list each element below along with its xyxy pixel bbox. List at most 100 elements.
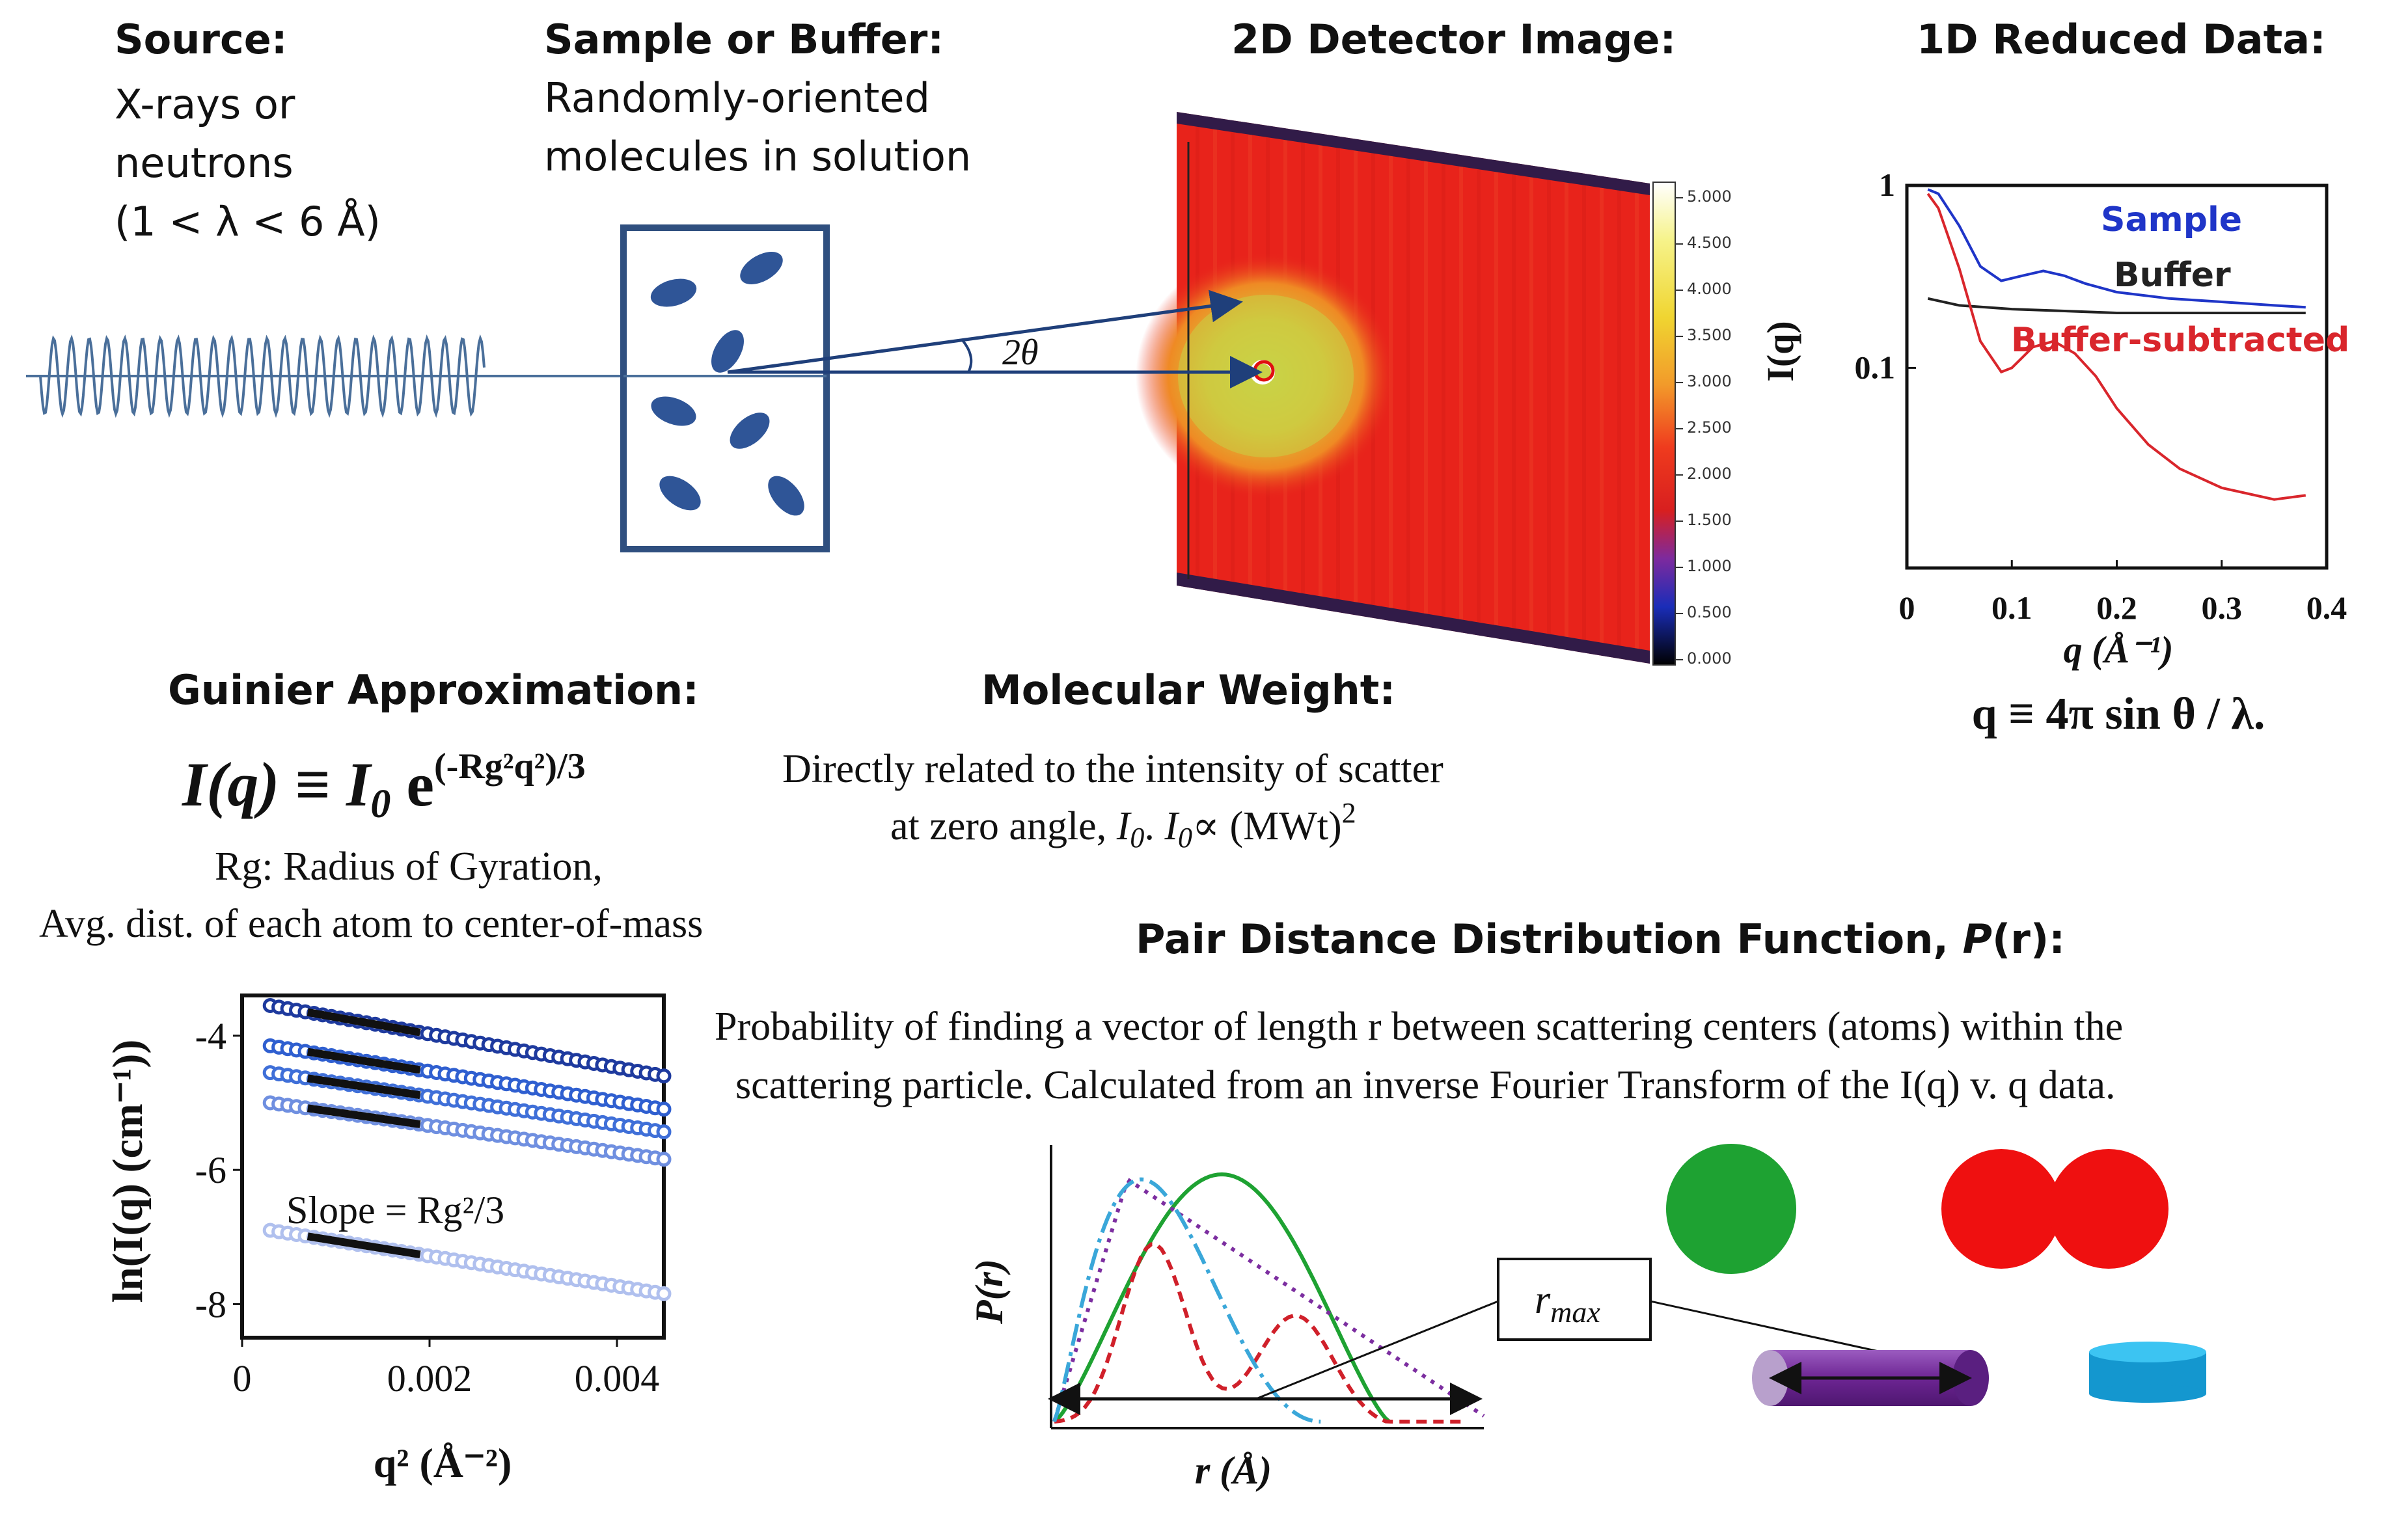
scattered-beam-arrow (727, 290, 1243, 374)
guinier-point (656, 1152, 672, 1167)
rmax-pointer-right (1650, 1300, 1888, 1355)
guinier-def1: Rg: Radius of Gyration, (215, 845, 603, 889)
pddf-line1: Probability of finding a vector of lengt… (715, 1005, 2123, 1049)
molecule (711, 330, 744, 373)
source-line2: neutrons (115, 139, 294, 187)
source-panel: Source: X-rays or neutrons (1 < λ < 6 Å) (26, 16, 726, 418)
molecules (650, 252, 804, 516)
reduced-heading: 1D Reduced Data: (1917, 16, 2326, 63)
sample-panel: Sample or Buffer: Randomly-oriented mole… (544, 16, 971, 552)
pddf-heading: Pair Distance Distribution Function, P(r… (1136, 915, 2065, 963)
y-tick-label: -8 (195, 1283, 226, 1325)
cylinder-shape (1752, 1350, 1989, 1406)
colorbar-tick-label: 4.500 (1687, 234, 1732, 252)
pddf-xlabel: r (Å) (1195, 1449, 1272, 1492)
guinier-ylabel: ln(I(q) (cm⁻¹)) (104, 1040, 152, 1303)
colorbar-ticks: 5.000 4.500 4.000 3.500 3.000 2.500 2.000 1.500… (1675, 187, 1732, 668)
pddf-line2: scattering particle. Calculated from an … (735, 1063, 2116, 1107)
pr-curve-sphere (1053, 1172, 1391, 1424)
guinier-fit-line (307, 1232, 421, 1259)
guinier-plot: 0 0.002 0.004 -4 -6 -8 (195, 998, 672, 1399)
x-tick-label: 0.004 (575, 1357, 660, 1399)
molecule (659, 476, 701, 511)
detector-top-edge (1177, 112, 1650, 195)
detector-image (1177, 112, 1650, 664)
colorbar-tick-label: 0.000 (1687, 649, 1732, 668)
colorbar-tick-label: 3.000 (1687, 372, 1732, 390)
y-tick-label: 0.1 (1855, 349, 1896, 385)
rmax-box (1497, 1258, 1652, 1341)
colorbar-tick-label: 4.000 (1687, 280, 1732, 298)
angle-label: 2θ (1002, 332, 1039, 373)
sample-heading: Sample or Buffer: (544, 16, 944, 63)
source-heading: Source: (115, 16, 288, 63)
molecule (651, 396, 696, 426)
reduced-xlabel: q (Å⁻¹) (2064, 629, 2174, 671)
guinier-def2: Avg. dist. of each atom to center-of-mas… (39, 902, 703, 946)
guinier-point (656, 1102, 672, 1117)
slope-annotation: Slope = Rg²/3 (286, 1189, 504, 1232)
sample-line2: molecules in solution (544, 133, 971, 180)
colorbar-tick-label: 1.500 (1687, 511, 1732, 529)
guinier-heading: Guinier Approximation: (168, 666, 699, 714)
colorbar-tick-label: 2.000 (1687, 465, 1732, 483)
reduced-plot-frame (1905, 183, 2329, 570)
x-tick-label: 0 (1899, 589, 1915, 626)
disk-shape (2089, 1342, 2206, 1403)
guinier-fit-line (307, 1008, 421, 1036)
guinier-point (656, 1068, 672, 1084)
dumbbell-right (2049, 1149, 2169, 1269)
angle-arc (961, 338, 973, 373)
q-definition: q ≡ 4π sin θ / λ. (1972, 689, 2265, 739)
x-tick-label: 0.002 (387, 1357, 472, 1399)
molecule (730, 412, 770, 449)
mw-line2: at zero angle, I0. I0∝ (MWt)2 (890, 797, 1356, 854)
colorbar-tick-label: 1.000 (1687, 557, 1732, 575)
sphere-shape (1666, 1144, 1796, 1274)
detector-heading: 2D Detector Image: (1231, 16, 1676, 63)
source-line3: (1 < λ < 6 Å) (115, 198, 381, 245)
molecule (650, 278, 697, 307)
molecule (740, 252, 783, 284)
legend-sample: Sample (2101, 200, 2242, 239)
dumbbell-left (1941, 1149, 2061, 1269)
colorbar (1652, 182, 1676, 666)
pddf-plot (1052, 1172, 1485, 1424)
mw-line1: Directly related to the intensity of sca… (782, 747, 1443, 791)
guinier-point (656, 1286, 672, 1301)
mw-heading: Molecular Weight: (981, 666, 1395, 714)
guinier-fit-line (307, 1048, 421, 1074)
guinier-fit-line (307, 1104, 421, 1128)
x-tick-label: 0.3 (2202, 589, 2243, 626)
colorbar-tick-label: 3.500 (1687, 326, 1732, 344)
rmax-pointer-left (1255, 1300, 1499, 1400)
guinier-xlabel: q² (Å⁻²) (374, 1440, 512, 1486)
pr-curve-disk (1052, 1177, 1321, 1424)
pr-curve-dumbbell (1054, 1242, 1462, 1424)
disk-top (2089, 1342, 2206, 1362)
series-line-buffer-subtracted (1926, 193, 2306, 501)
reduced-plot: Sample Buffer Buffer-subtracted 0 0.1 0.2 0.3 0… (1855, 167, 2350, 626)
disk-bottom (2089, 1385, 2206, 1403)
guinier-point (656, 1124, 672, 1140)
y-tick-label: -4 (195, 1015, 226, 1057)
rmax-label: rmax (1535, 1278, 1600, 1329)
colorbar-tick-label: 2.500 (1687, 418, 1732, 437)
guinier-equation: I(q) ≡ I0 e(-Rg²q²)/3 (182, 746, 586, 826)
series-line-sample (1927, 188, 2306, 309)
guinier-fit-line (307, 1074, 421, 1100)
pddf-panel: Pair Distance Distribution Function, P(r… (715, 915, 2206, 1492)
x-tick-label: 0.4 (2306, 589, 2347, 626)
molecule (768, 476, 804, 516)
pr-curve-cylinder (1052, 1178, 1485, 1422)
colorbar-tick-label: 0.500 (1687, 603, 1732, 621)
detector-panel: 2D Detector Image: 5.000 4.500 4.000 3.500 3… (727, 16, 1732, 668)
series-line-buffer (1927, 297, 2306, 314)
source-line1: X-rays or (115, 81, 295, 128)
detector-bottom-edge (1177, 573, 1650, 664)
x-tick-label: 0.1 (1991, 589, 2032, 626)
guinier-panel: Guinier Approximation: I(q) ≡ I0 e(-Rg²q… (39, 666, 703, 1486)
scatter-core (1178, 295, 1354, 457)
x-tick-label: 0 (233, 1357, 252, 1399)
